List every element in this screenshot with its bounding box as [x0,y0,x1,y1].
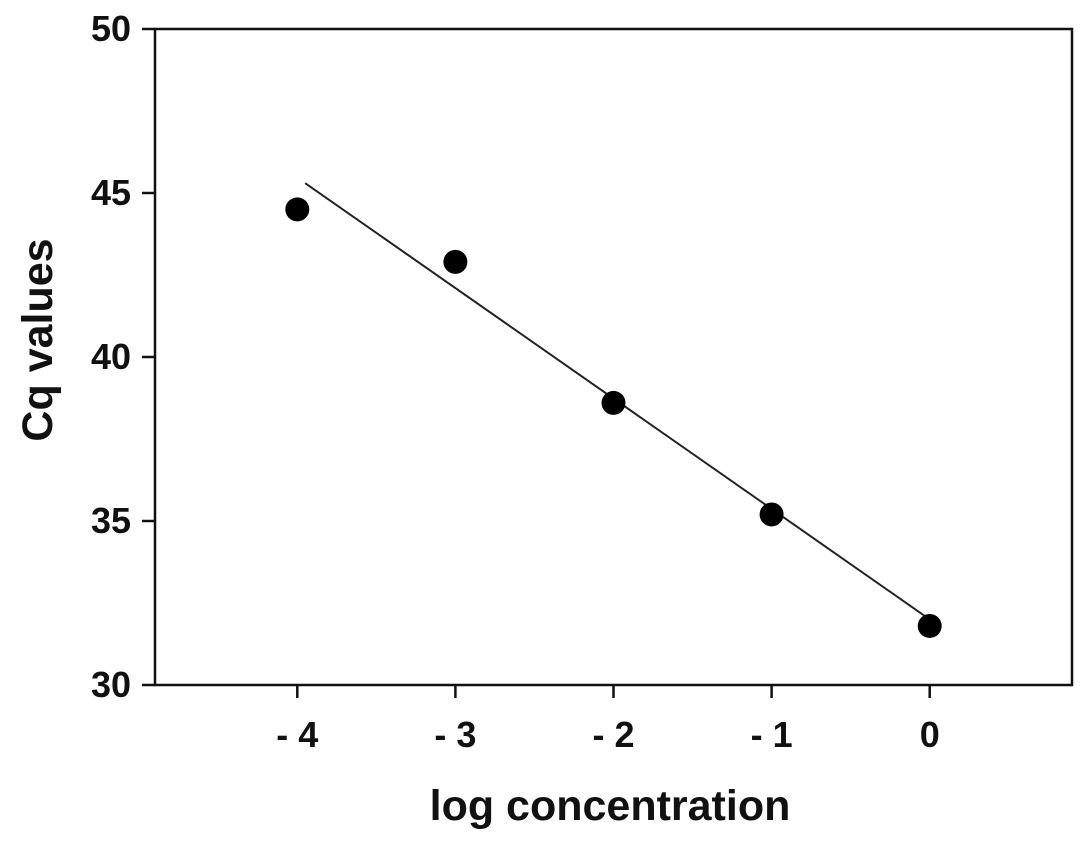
x-tick-label: 0 [920,714,940,755]
y-tick-label: 40 [91,336,131,377]
y-tick-label: 30 [91,664,131,705]
x-tick-label: - 2 [592,714,634,755]
y-tick-label: 50 [91,8,131,49]
y-axis: 30 35 40 45 50 [91,8,155,705]
data-points-layer [285,197,942,638]
y-tick-label: 35 [91,500,131,541]
data-point [917,613,942,638]
data-point [601,390,626,415]
x-tick-label: - 4 [276,714,318,755]
y-tick-label: 45 [91,172,131,213]
data-point [443,249,468,274]
x-axis-title: log concentration [430,782,791,830]
data-point [285,197,310,222]
plot-frame [153,27,1074,687]
x-axis: - 4 - 3 - 2 - 1 0 [276,685,940,755]
y-axis-title: Cq values [14,238,62,441]
x-tick-label: - 1 [751,714,793,755]
data-point [759,502,784,527]
x-tick-label: - 3 [434,714,476,755]
